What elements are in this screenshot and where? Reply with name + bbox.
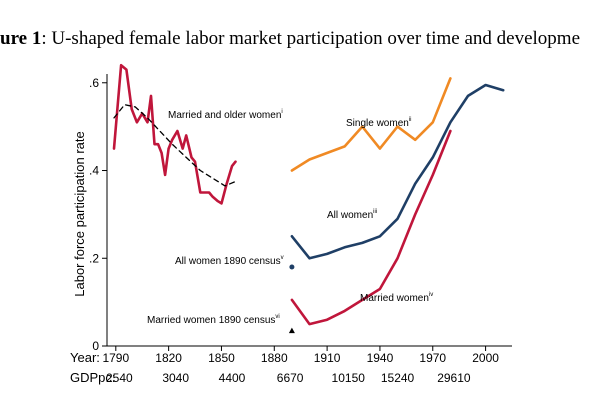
series-line [290,77,452,172]
series-line [290,83,505,260]
data-point [288,327,295,334]
x-row-label: Year: [70,350,100,365]
x-tick-label: 1820 [155,351,182,365]
chart-title: ure 1: U-shaped female labor market part… [0,28,600,50]
x-tick-label: 1790 [102,351,129,365]
point-label: Married women 1890 censusvi [147,314,280,326]
gdp-tick-label: 29610 [437,371,471,385]
point-label: All women 1890 censusv [175,255,284,267]
x-tick-label: 1910 [314,351,341,365]
y-tick-label: .2 [89,251,99,265]
x-tick-label: 1880 [261,351,288,365]
x-tick-label: 1970 [419,351,446,365]
gdp-tick-label: 10150 [332,371,366,385]
y-tick-label: .4 [89,164,99,178]
y-tick-label: .6 [89,76,99,90]
series-label: Married and older womeni [168,109,283,121]
gdp-tick-label: 15240 [381,371,415,385]
series-labels: Married and older womeni Single womenii Al… [147,109,433,326]
gdp-tick-label: 4400 [219,371,246,385]
y-axis-label: Labor force participation rate [72,131,87,296]
series-label: Single womenii [346,117,411,129]
series-label: All womeniii [327,209,377,221]
gdp-tick-label: 2540 [106,371,133,385]
gdp-tick-label: 3040 [162,371,189,385]
figure-caption: : U-shaped female labor market participa… [41,28,580,49]
series-lines [112,63,505,334]
x-tick-label: 1850 [208,351,235,365]
gdp-tick-label: 6670 [277,371,304,385]
series-line [112,63,237,205]
series-line [290,129,452,326]
gdp-row-label: GDPpc: [70,370,116,385]
y-tick-label: 0 [92,339,99,353]
figure-number: ure 1 [0,28,42,49]
series-label: Married womeniv [360,292,433,304]
axes: 0 .2 .4 .6 1790 1820 1850 1880 1910 1940 1970 2000 Y… [70,74,512,385]
data-point [289,264,295,270]
series-line [113,104,237,187]
x-tick-label: 2000 [472,351,499,365]
x-tick-label: 1940 [367,351,394,365]
